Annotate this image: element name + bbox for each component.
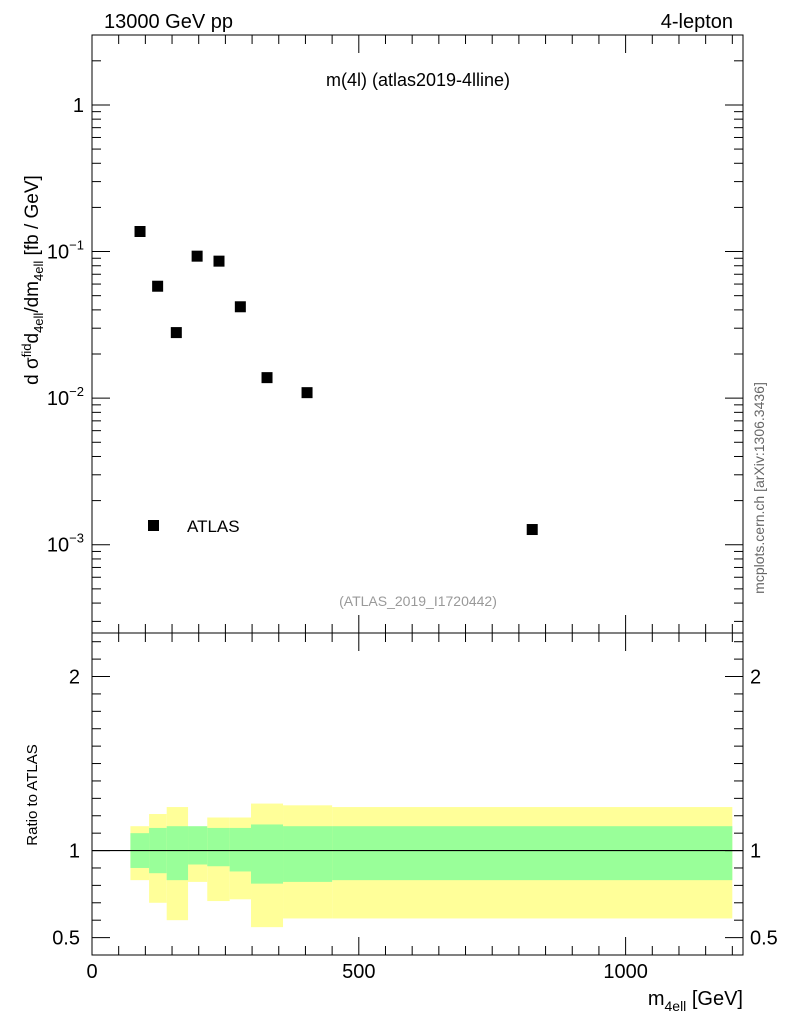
- data-point: [170, 327, 182, 339]
- main-y-tick-label: 10−1: [47, 238, 84, 264]
- inner-band: [229, 827, 252, 872]
- ratio-y-tick-label: 2: [69, 667, 80, 689]
- ratio-y-tick-label: 1: [69, 841, 80, 863]
- legend-label: ATLAS: [187, 517, 240, 536]
- ratio-bands: [130, 803, 733, 928]
- ratio-x-ticks: [91, 633, 733, 955]
- data-point: [152, 280, 164, 292]
- energy-label: 13000 GeV pp: [104, 11, 233, 33]
- plot-title: m(4l) (atlas2019-4lline): [326, 70, 510, 90]
- ratio-y-tick-label-right: 0.5: [750, 928, 778, 950]
- inner-band: [166, 826, 189, 881]
- side-label: mcplots.cern.ch [arXiv:1306.3436]: [751, 382, 767, 594]
- main-y-tick-label: 10−3: [47, 531, 84, 557]
- main-frame: [91, 34, 744, 634]
- ratio-y-tick-label-right: 1: [750, 841, 761, 863]
- analysis-label: (ATLAS_2019_I1720442): [339, 593, 497, 609]
- ratio-y-tick-label-right: 2: [750, 667, 761, 689]
- inner-band: [283, 826, 333, 882]
- data-point: [191, 250, 203, 262]
- data-point: [134, 226, 146, 238]
- data-point: [526, 524, 538, 536]
- ratio-y-tick-labels: 0.5 0.5 1 1 2 2: [52, 667, 778, 950]
- x-axis-label: m4ell [GeV]: [648, 988, 743, 1014]
- main-y-tick-labels: 1 10−1 10−2 10−3: [47, 95, 84, 557]
- x-tick-labels: 0 500 1000: [86, 961, 647, 983]
- x-tick-label: 0: [86, 961, 97, 983]
- main-panel: 1 10−1 10−2 10−3 m(4l) (atlas2019-4lline) (…: [19, 34, 744, 634]
- ratio-y-tick-label: 0.5: [52, 928, 80, 950]
- main-y-tick-label: 10−2: [47, 384, 84, 410]
- main-y-tick-label: 1: [73, 95, 84, 117]
- inner-band: [207, 827, 230, 867]
- inner-band: [332, 826, 733, 881]
- data-point: [261, 372, 273, 384]
- main-y-ticks: [92, 34, 743, 622]
- inner-band: [251, 824, 284, 884]
- ratio-panel: 0.5 0.5 1 1 2 2 0 500 1000 Ratio to ATLAS m4ell…: [24, 632, 778, 1014]
- ratio-y-ticks: [92, 641, 743, 939]
- legend-marker: [148, 520, 159, 531]
- main-y-axis-label: d σfidd4ell/dm4ell [fb / GeV]: [19, 175, 46, 385]
- x-tick-label: 1000: [603, 961, 648, 983]
- data-point: [301, 387, 313, 399]
- x-tick-label: 500: [342, 961, 375, 983]
- data-points: [134, 226, 538, 536]
- inner-band: [188, 826, 208, 865]
- ratio-frame: [91, 632, 744, 956]
- main-x-ticks: [91, 35, 733, 633]
- ratio-y-axis-label: Ratio to ATLAS: [24, 744, 41, 845]
- process-label: 4-lepton: [661, 11, 733, 33]
- data-point: [234, 301, 246, 313]
- data-point: [213, 255, 225, 267]
